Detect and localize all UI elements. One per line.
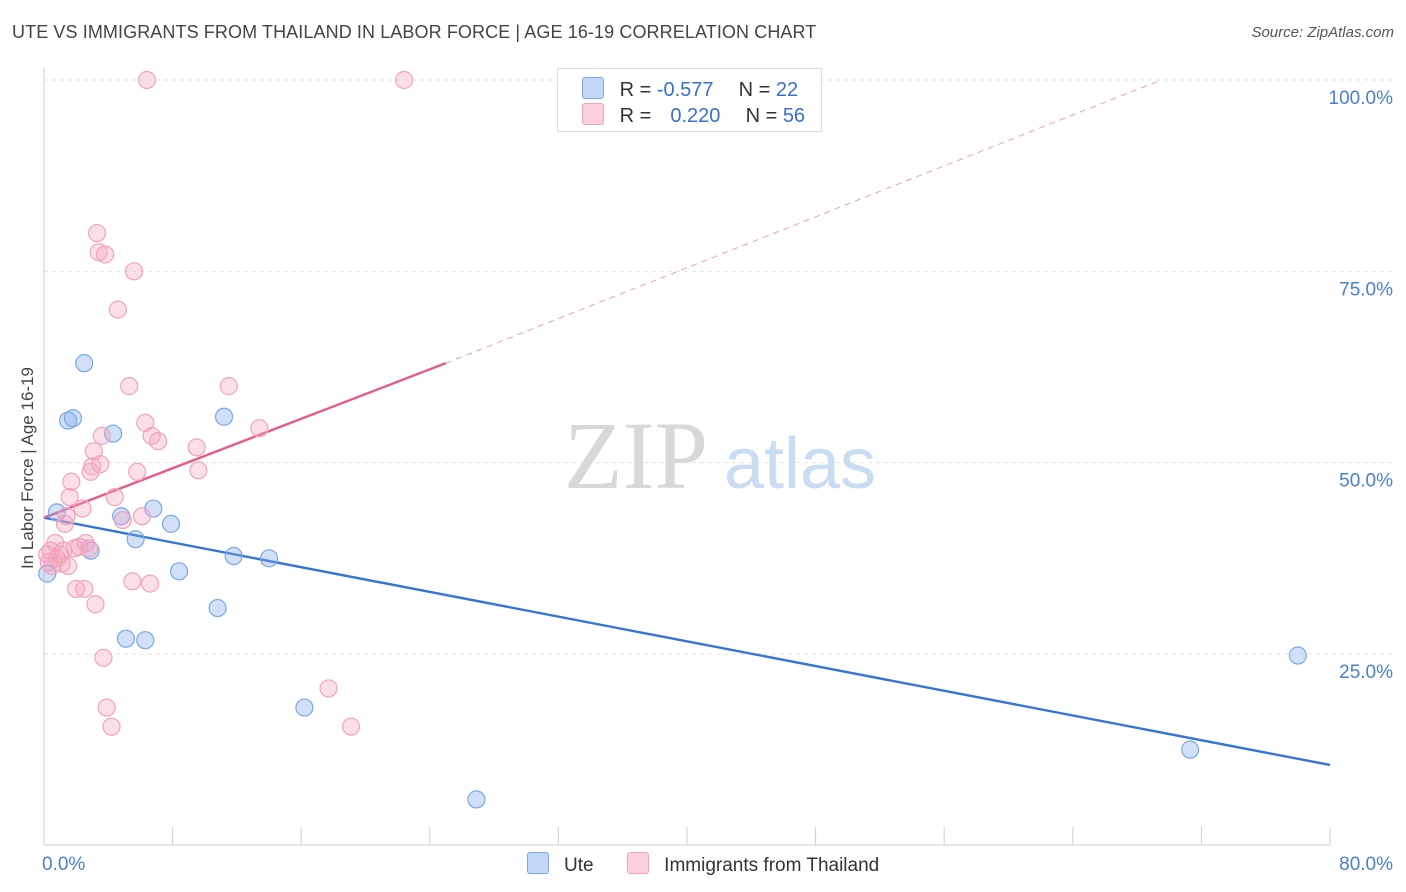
point-thailand [137, 70, 156, 90]
source-label: Source: ZipAtlas.com [1251, 24, 1394, 41]
point-thailand [123, 572, 142, 591]
point-ute [116, 629, 136, 648]
legend-r-label: R = [619, 105, 652, 127]
legend-n-label: N = [745, 105, 778, 127]
point-thailand [140, 574, 160, 593]
series-swatch-thailand [626, 852, 649, 874]
point-thailand [219, 377, 238, 396]
legend-swatch-thailand [582, 103, 604, 125]
point-thailand [97, 698, 116, 717]
x-tick-label: 0.0% [42, 854, 85, 875]
series-name-thailand: Immigrants from Thailand [664, 855, 880, 876]
point-thailand [55, 514, 74, 533]
legend-n-label: N = [738, 79, 771, 101]
correlation-legend: R = -0.577 N = 22 R = 0.220 N = 56 [557, 68, 822, 132]
point-thailand [86, 595, 105, 614]
point-thailand [102, 717, 121, 736]
x-tick-label: 80.0% [1339, 854, 1393, 875]
legend-swatch-ute [582, 77, 604, 99]
point-thailand [60, 487, 79, 507]
point-ute [136, 631, 155, 650]
axes [43, 68, 1331, 846]
point-ute [214, 407, 234, 426]
point-thailand [95, 245, 115, 264]
point-thailand [108, 300, 128, 319]
point-ute [1181, 740, 1200, 759]
point-ute [259, 549, 279, 568]
point-ute [295, 698, 314, 717]
point-ute [224, 546, 243, 566]
point-ute [1288, 646, 1307, 665]
y-tick-label: 75.0% [1339, 279, 1393, 300]
series-name-ute: Ute [564, 855, 594, 876]
legend-r-value: 0.220 [670, 105, 721, 127]
point-thailand [57, 507, 76, 526]
point-thailand [79, 539, 99, 558]
trend-line-ute [43, 516, 1331, 767]
legend-n-value: 22 [775, 79, 799, 101]
watermark-atlas: atlas [724, 424, 876, 504]
series-legend-thailand: Immigrants from Thailand [626, 852, 880, 877]
point-ute [169, 562, 189, 581]
point-thailand [149, 432, 168, 451]
point-thailand [87, 223, 107, 243]
legend-r-value: -0.577 [656, 79, 714, 101]
legend-row-ute: R = -0.577 N = 22 [582, 77, 798, 103]
point-thailand [394, 70, 414, 90]
point-thailand [92, 426, 111, 445]
point-thailand [113, 510, 132, 530]
data-points [38, 70, 1307, 809]
point-ute [75, 354, 94, 373]
series-swatch-ute [526, 852, 549, 874]
chart-title: UTE VS IMMIGRANTS FROM THAILAND IN LABOR… [12, 22, 817, 42]
point-ute [208, 598, 227, 618]
point-thailand [132, 507, 152, 526]
gridlines [44, 79, 1395, 655]
point-ute [104, 424, 123, 443]
series-legend-ute: Ute [526, 852, 594, 877]
point-thailand [120, 377, 139, 396]
point-thailand [91, 455, 110, 474]
point-thailand [75, 579, 94, 599]
point-thailand [105, 487, 124, 507]
point-thailand [124, 262, 144, 281]
point-thailand [187, 438, 206, 457]
point-thailand [73, 499, 92, 518]
watermark: ZIP atlas [564, 402, 876, 509]
legend-row-thailand: R = 0.220 N = 56 [582, 103, 805, 129]
point-thailand [94, 648, 113, 667]
point-thailand [62, 472, 81, 491]
legend-n-value: 56 [782, 105, 806, 127]
point-thailand [250, 419, 269, 438]
y-tick-label: 100.0% [1329, 88, 1394, 109]
series-legend: Ute Immigrants from Thailand [0, 852, 1406, 877]
point-thailand [76, 533, 95, 553]
point-thailand [189, 461, 208, 480]
trend-lines [43, 79, 1331, 767]
point-thailand [59, 556, 78, 576]
point-thailand [341, 717, 361, 736]
trend-line-thailand [43, 362, 447, 519]
y-tick-label: 50.0% [1339, 471, 1393, 492]
y-axis-label: In Labor Force | Age 16-19 [18, 367, 37, 569]
point-thailand [319, 679, 338, 698]
y-tick-label: 25.0% [1339, 662, 1393, 683]
legend-r-label: R = [619, 79, 652, 101]
tick-labels: 25.0% 50.0% 75.0% 100.0% 0.0% 80.0% [42, 88, 1393, 875]
point-ute [126, 530, 145, 549]
watermark-zip: ZIP [564, 402, 708, 509]
point-ute [63, 409, 83, 428]
point-thailand [128, 462, 147, 481]
point-ute [467, 790, 486, 809]
point-ute [161, 514, 181, 533]
point-ute [59, 411, 78, 430]
trend-extension-thailand [445, 79, 1162, 364]
